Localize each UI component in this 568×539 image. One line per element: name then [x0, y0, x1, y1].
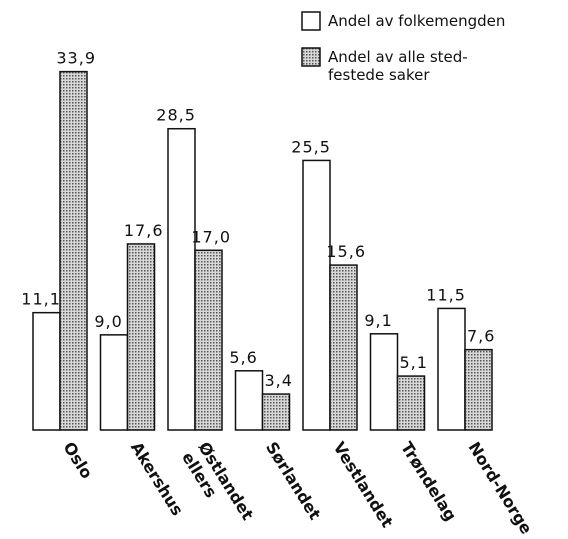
value-label: 25,5 [291, 137, 331, 156]
bar [369, 333, 399, 431]
x-tick-label: Østlandetellers [178, 438, 257, 534]
legend-label: Andel av folkemengden [328, 12, 505, 30]
value-label: 9,0 [94, 312, 122, 331]
legend-swatch [301, 11, 321, 31]
bar [194, 249, 223, 431]
value-label: 17,6 [124, 221, 164, 240]
value-label: 11,1 [21, 290, 61, 309]
legend-swatch [301, 47, 321, 67]
bar [126, 243, 156, 431]
bar [59, 70, 88, 431]
value-label: 33,9 [56, 49, 96, 68]
bar [437, 307, 466, 431]
x-tick-label: Akershus [127, 438, 187, 519]
value-label: 9,1 [364, 311, 392, 330]
x-tick-label: Nord-Norge [464, 438, 536, 537]
value-label: 3,4 [264, 371, 292, 390]
bar [32, 311, 61, 431]
value-label: 7,6 [467, 327, 495, 346]
value-label: 15,6 [326, 242, 366, 261]
bar [167, 127, 196, 431]
bar [261, 393, 291, 431]
x-tick-label: Trøndelag [397, 438, 461, 524]
legend-label: Andel av alle sted-festede saker [328, 48, 468, 84]
bar [234, 370, 264, 431]
value-label: 17,0 [191, 227, 231, 246]
value-label: 5,1 [399, 353, 427, 372]
x-tick-label: Sørlandet [262, 438, 325, 523]
x-tick-label: Vestlandet [329, 438, 397, 531]
bar [99, 334, 129, 431]
value-label: 5,6 [229, 348, 257, 367]
bar [464, 348, 493, 431]
value-label: 28,5 [156, 106, 196, 125]
x-tick-label: Oslo [59, 438, 96, 482]
bar [396, 375, 426, 431]
bar [302, 159, 331, 431]
value-label: 11,5 [426, 285, 466, 304]
bar [329, 264, 358, 431]
